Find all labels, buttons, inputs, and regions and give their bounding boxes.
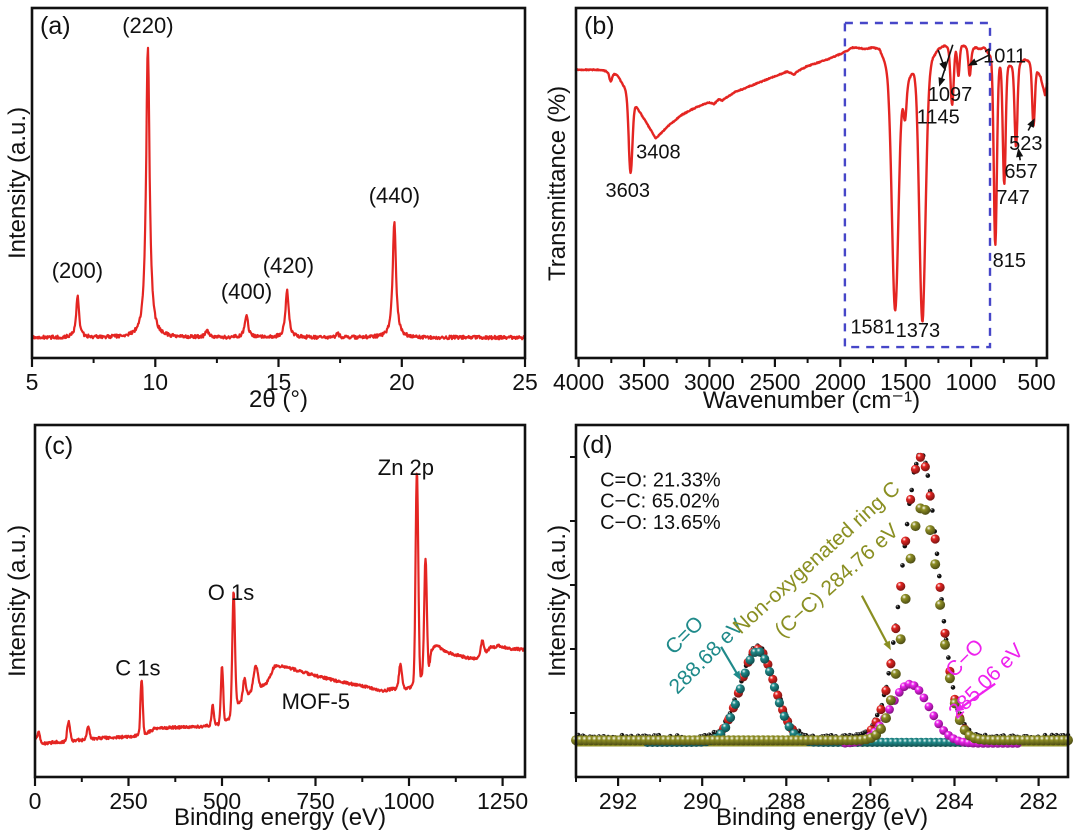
panel-d-x-axis-title: Binding energy (eV) (715, 804, 929, 831)
svg-text:3000: 3000 (684, 369, 735, 395)
panel-c-y-axis-title: Intensity (a.u.) (4, 524, 31, 678)
svg-text:500: 500 (203, 788, 241, 814)
xrd-pattern-chart: 5 10 15 20 25 (200) (220) (400)(420) (440) (26, 6, 538, 395)
svg-text:292: 292 (599, 788, 637, 814)
svg-text:MOF-5: MOF-5 (282, 689, 350, 714)
svg-text:2500: 2500 (749, 369, 800, 395)
svg-text:250: 250 (109, 788, 147, 814)
svg-text:20: 20 (389, 369, 415, 395)
svg-text:657: 657 (1004, 161, 1037, 183)
ftir-spectrum-chart: 4000 3500 3000 2500 2000 1500 1000 500 3603 3408 1… (553, 6, 1056, 395)
svg-text:1000: 1000 (946, 369, 997, 395)
svg-text:10: 10 (143, 369, 169, 395)
panel-label-a: (a) (40, 12, 71, 40)
svg-text:1500: 1500 (880, 369, 931, 395)
svg-text:15: 15 (266, 369, 292, 395)
panel-c-x-axis-title: Binding energy (eV) (173, 804, 387, 831)
panel-d-y-axis-title: Intensity (a.u.) (544, 524, 571, 678)
svg-text:O 1s: O 1s (208, 580, 254, 605)
svg-text:288: 288 (767, 788, 805, 814)
svg-text:C−O: 13.65%: C−O: 13.65% (600, 512, 721, 534)
panel-d-c1s-xps: (d) Intensity (a.u.) Binding energy (eV)… (540, 418, 1080, 836)
svg-text:25: 25 (512, 369, 538, 395)
svg-text:1373: 1373 (896, 320, 941, 342)
svg-text:1011: 1011 (983, 45, 1026, 67)
svg-text:284: 284 (935, 788, 974, 814)
svg-text:2000: 2000 (815, 369, 866, 395)
svg-text:1000: 1000 (383, 788, 434, 814)
panel-a-xrd: (a) Intensity (a.u.) 2θ (°) 5 10 15 20 25 (20… (0, 0, 540, 418)
c1s-xps-deconvolution-chart: 292 290 288 286 284 282 C=O: 21.33%C−C: 65.02%… (570, 423, 1073, 814)
svg-text:750: 750 (296, 788, 334, 814)
svg-text:1145: 1145 (917, 107, 960, 129)
svg-text:(400): (400) (221, 279, 272, 304)
svg-text:(200): (200) (52, 258, 103, 283)
panel-label-b: (b) (584, 12, 615, 40)
panel-label-c: (c) (44, 432, 74, 460)
svg-text:C 1s: C 1s (115, 656, 160, 681)
panel-label-d: (d) (582, 431, 613, 459)
svg-text:4000: 4000 (553, 369, 604, 395)
svg-text:3408: 3408 (636, 142, 681, 164)
svg-text:286: 286 (851, 788, 889, 814)
svg-text:(220): (220) (122, 13, 173, 38)
xps-survey-chart: 0 250 500 750 1000 1250 C 1s O 1s Zn 2p MOF-5 (29, 423, 528, 814)
svg-text:5: 5 (26, 369, 39, 395)
svg-text:290: 290 (683, 788, 721, 814)
panel-b-x-axis-title: Wavenumber (cm⁻¹) (702, 387, 921, 414)
svg-text:815: 815 (993, 250, 1026, 272)
svg-text:1250: 1250 (477, 788, 528, 814)
svg-text:Zn 2p: Zn 2p (378, 455, 434, 480)
svg-text:523: 523 (1009, 133, 1042, 155)
panel-b-ftir: (b) Transmittance (%) Wavenumber (cm⁻¹) … (540, 0, 1080, 418)
svg-text:(440): (440) (369, 183, 420, 208)
svg-text:747: 747 (996, 187, 1029, 209)
svg-text:1581: 1581 (850, 317, 895, 339)
svg-text:0: 0 (29, 788, 42, 814)
svg-text:500: 500 (1017, 369, 1055, 395)
svg-text:(420): (420) (263, 253, 314, 278)
svg-text:3603: 3603 (606, 180, 651, 202)
panel-c-xps-survey: (c) Intensity (a.u.) Binding energy (eV)… (0, 418, 540, 836)
svg-text:282: 282 (1019, 788, 1057, 814)
svg-text:3500: 3500 (618, 369, 669, 395)
panel-a-y-axis-title: Intensity (a.u.) (4, 106, 31, 260)
svg-text:1097: 1097 (928, 84, 973, 106)
svg-text:C−C: 65.02%: C−C: 65.02% (600, 491, 720, 513)
panel-b-y-axis-title: Transmittance (%) (544, 85, 571, 281)
panel-a-x-axis-title: 2θ (°) (249, 386, 308, 413)
svg-text:C=O: 21.33%: C=O: 21.33% (600, 470, 721, 492)
